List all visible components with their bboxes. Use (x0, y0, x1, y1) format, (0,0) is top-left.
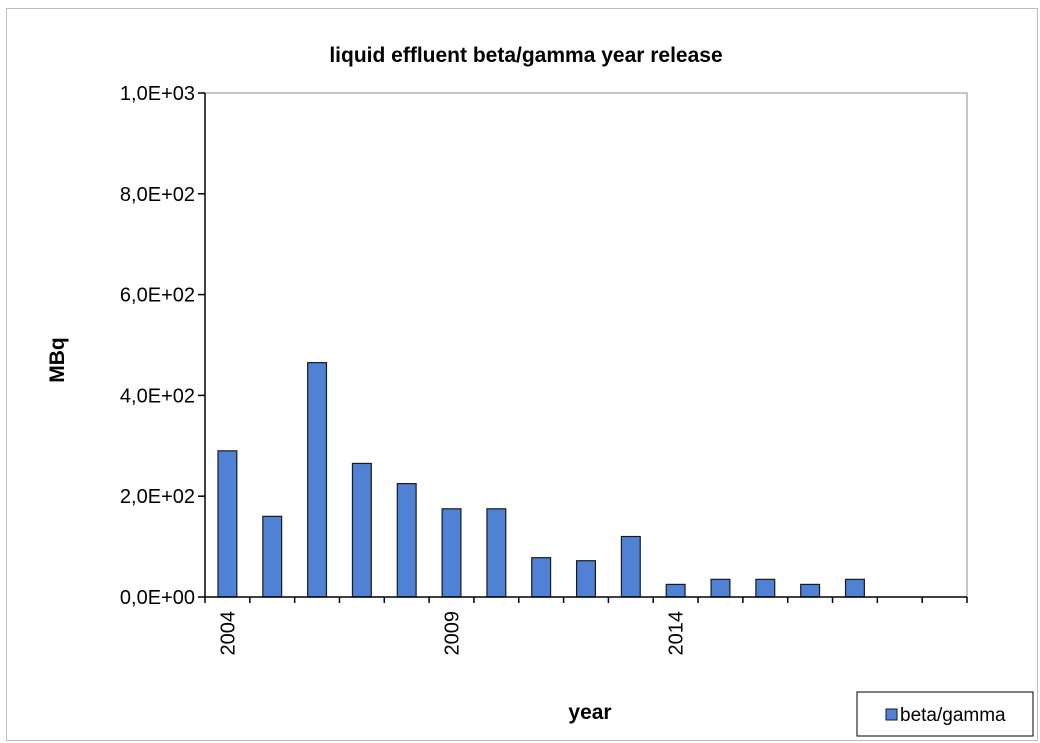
bar-2006 (307, 362, 328, 598)
bar-2015 (710, 578, 731, 598)
y-tick-label: 0,0E+00 (120, 587, 195, 609)
bar-2008 (396, 483, 417, 598)
bar-2012 (575, 560, 597, 598)
y-axis-label: MBq (46, 337, 69, 383)
legend-label: beta/gamma (900, 705, 1006, 726)
chart-title: liquid effluent beta/gamma year release (329, 44, 722, 67)
chart-frame (6, 8, 1038, 741)
x-tick-label: 2004 (217, 611, 239, 656)
x-tick-label: 2014 (666, 611, 688, 656)
bar-2018 (844, 578, 865, 598)
y-tick-label: 1,0E+03 (120, 83, 195, 105)
bar-2007 (351, 462, 372, 598)
bar-2005 (262, 515, 283, 598)
bar-2009 (441, 508, 462, 598)
y-tick-label: 2,0E+02 (120, 486, 195, 508)
bars (217, 362, 865, 598)
bar-2014 (665, 583, 686, 598)
y-tick-label: 6,0E+02 (120, 285, 195, 307)
bar-2013 (620, 535, 641, 598)
x-tick-label: 2009 (442, 611, 464, 656)
y-tick-label: 8,0E+02 (120, 184, 195, 206)
x-tick-labels: 2004 2009 2014 (217, 611, 687, 656)
legend: beta/gamma (856, 691, 1034, 737)
bar-2016 (755, 578, 776, 598)
bar-2010 (486, 508, 507, 598)
x-axis-ticks (204, 597, 968, 603)
bar-2004 (217, 450, 238, 598)
x-axis-label: year (568, 701, 611, 724)
bar-2011 (531, 557, 552, 598)
y-axis-ticks: 0,0E+00 2,0E+02 4,0E+02 6,0E+02 8,0E+02 1,0E+… (120, 83, 205, 609)
y-tick-label: 4,0E+02 (120, 385, 195, 407)
bar-2017 (800, 583, 821, 598)
legend-swatch (885, 708, 898, 721)
